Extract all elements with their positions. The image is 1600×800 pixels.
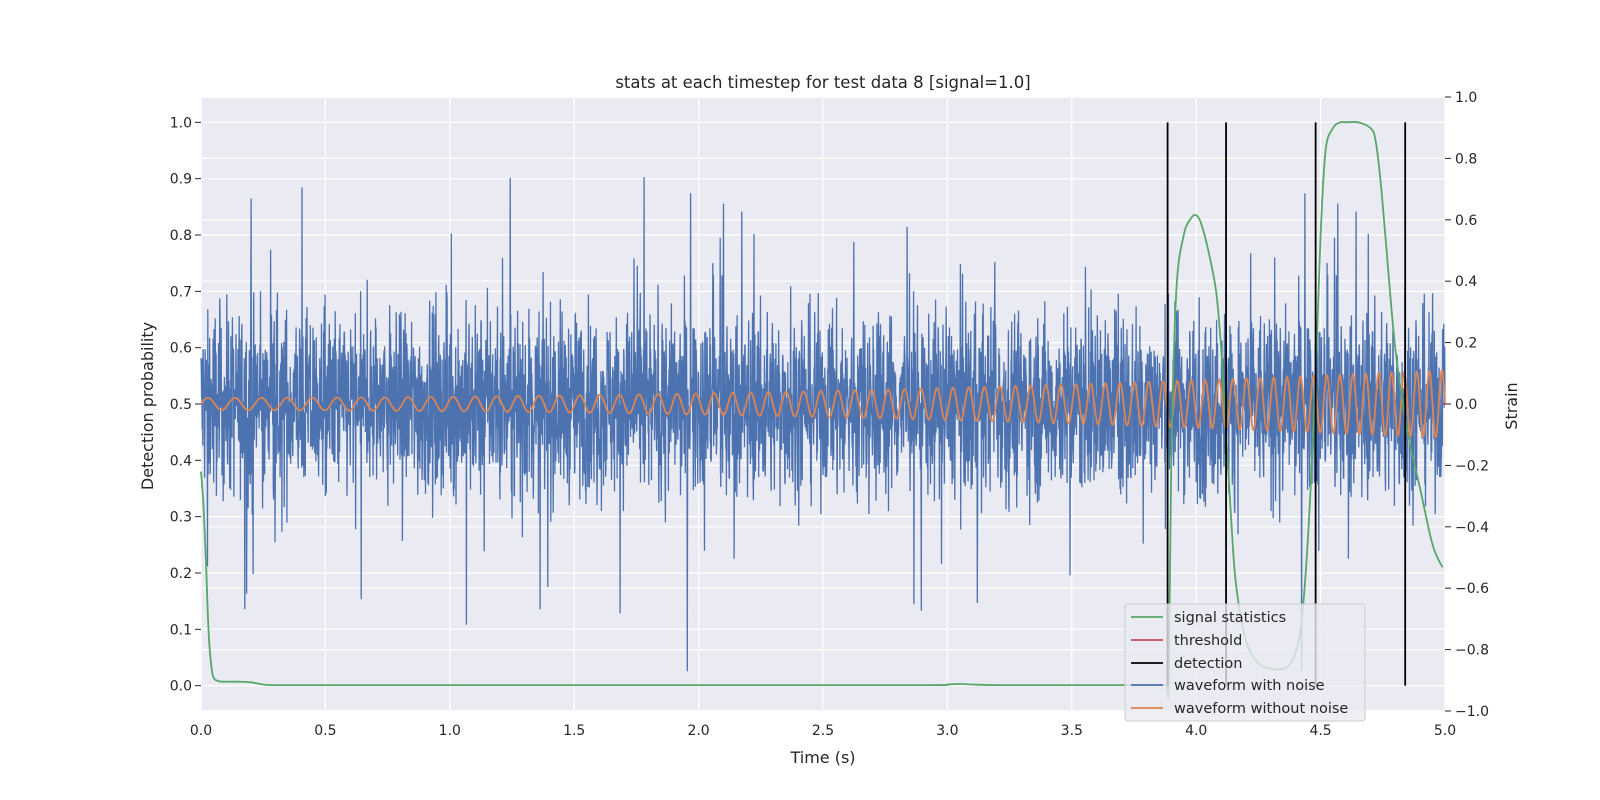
x-tick-label: 2.0: [687, 723, 709, 739]
legend-entry-detection: detection: [1131, 656, 1242, 672]
y2-tick-label: 0.6: [1455, 213, 1477, 229]
x-tick-label: 1.5: [563, 723, 585, 739]
chart-title: stats at each timestep for test data 8 […: [615, 73, 1030, 92]
legend-label: detection: [1174, 656, 1242, 672]
y2-tick-label: −0.4: [1455, 520, 1489, 536]
x-tick-label: 5.0: [1434, 723, 1456, 739]
x-tick-label: 3.5: [1061, 723, 1083, 739]
x-tick-label: 1.0: [439, 723, 461, 739]
legend-label: waveform with noise: [1174, 678, 1325, 694]
x-tick-label: 2.5: [812, 723, 834, 739]
x-tick-label: 4.5: [1309, 723, 1331, 739]
x-tick-label: 4.0: [1185, 723, 1207, 739]
y-tick-label: 0.3: [170, 510, 192, 526]
waveform-without-noise-layer: [200, 369, 1446, 439]
legend-label: threshold: [1174, 633, 1242, 649]
y2-tick-label: −0.8: [1455, 643, 1489, 659]
legend-entry-waveform-with-noise: waveform with noise: [1131, 678, 1325, 694]
y-tick-label: 0.8: [170, 228, 192, 244]
y2-axis-title: Strain: [1502, 382, 1521, 429]
legend-box: [1124, 603, 1366, 722]
y2-tick-label: −0.2: [1455, 458, 1489, 474]
y2-tick-label: 0.4: [1455, 274, 1477, 290]
legend: signal statistics threshold detection wa…: [1124, 603, 1366, 722]
detection-layer: [1166, 122, 1407, 686]
series-waveform-without-noise: [200, 369, 1446, 439]
x-tick-label: 0.0: [190, 723, 212, 739]
y-tick-label: 0.1: [170, 622, 192, 638]
y2-tick-label: −1.0: [1455, 704, 1489, 720]
legend-entry-threshold: threshold: [1131, 633, 1242, 649]
y-tick-label: 0.0: [170, 679, 192, 695]
x-tick-label: 0.5: [314, 723, 336, 739]
y-tick-label: 0.5: [170, 397, 192, 413]
y-axis-title: Detection probability: [138, 322, 157, 490]
y-tick-label: 0.7: [170, 284, 192, 300]
ticks: 0.0 0.5 1.0 1.5 2.0 2.5 3.0 3.5 4.0 4.5 5.0 0.0 0.1 0…: [170, 90, 1489, 739]
y-tick-label: 0.4: [170, 453, 192, 469]
series-signal-statistics: [200, 121, 1444, 699]
y-tick-label: 0.6: [170, 341, 192, 357]
y2-tick-label: 0.0: [1455, 397, 1477, 413]
legend-entry-signal-statistics: signal statistics: [1131, 610, 1286, 626]
y2-tick-label: −0.6: [1455, 581, 1489, 597]
legend-entry-waveform-without-noise: waveform without noise: [1131, 701, 1348, 717]
y2-tick-label: 0.2: [1455, 336, 1477, 352]
y-tick-label: 0.9: [170, 172, 192, 188]
signal-statistics-layer: [200, 121, 1444, 699]
y-tick-label: 1.0: [170, 115, 192, 131]
legend-label: waveform without noise: [1174, 701, 1348, 717]
y2-tick-label: 0.8: [1455, 151, 1477, 167]
legend-label: signal statistics: [1174, 610, 1286, 626]
y2-tick-label: 1.0: [1455, 90, 1477, 106]
x-axis-title: Time (s): [789, 748, 855, 767]
y-tick-label: 0.2: [170, 566, 192, 582]
x-tick-label: 3.0: [936, 723, 958, 739]
